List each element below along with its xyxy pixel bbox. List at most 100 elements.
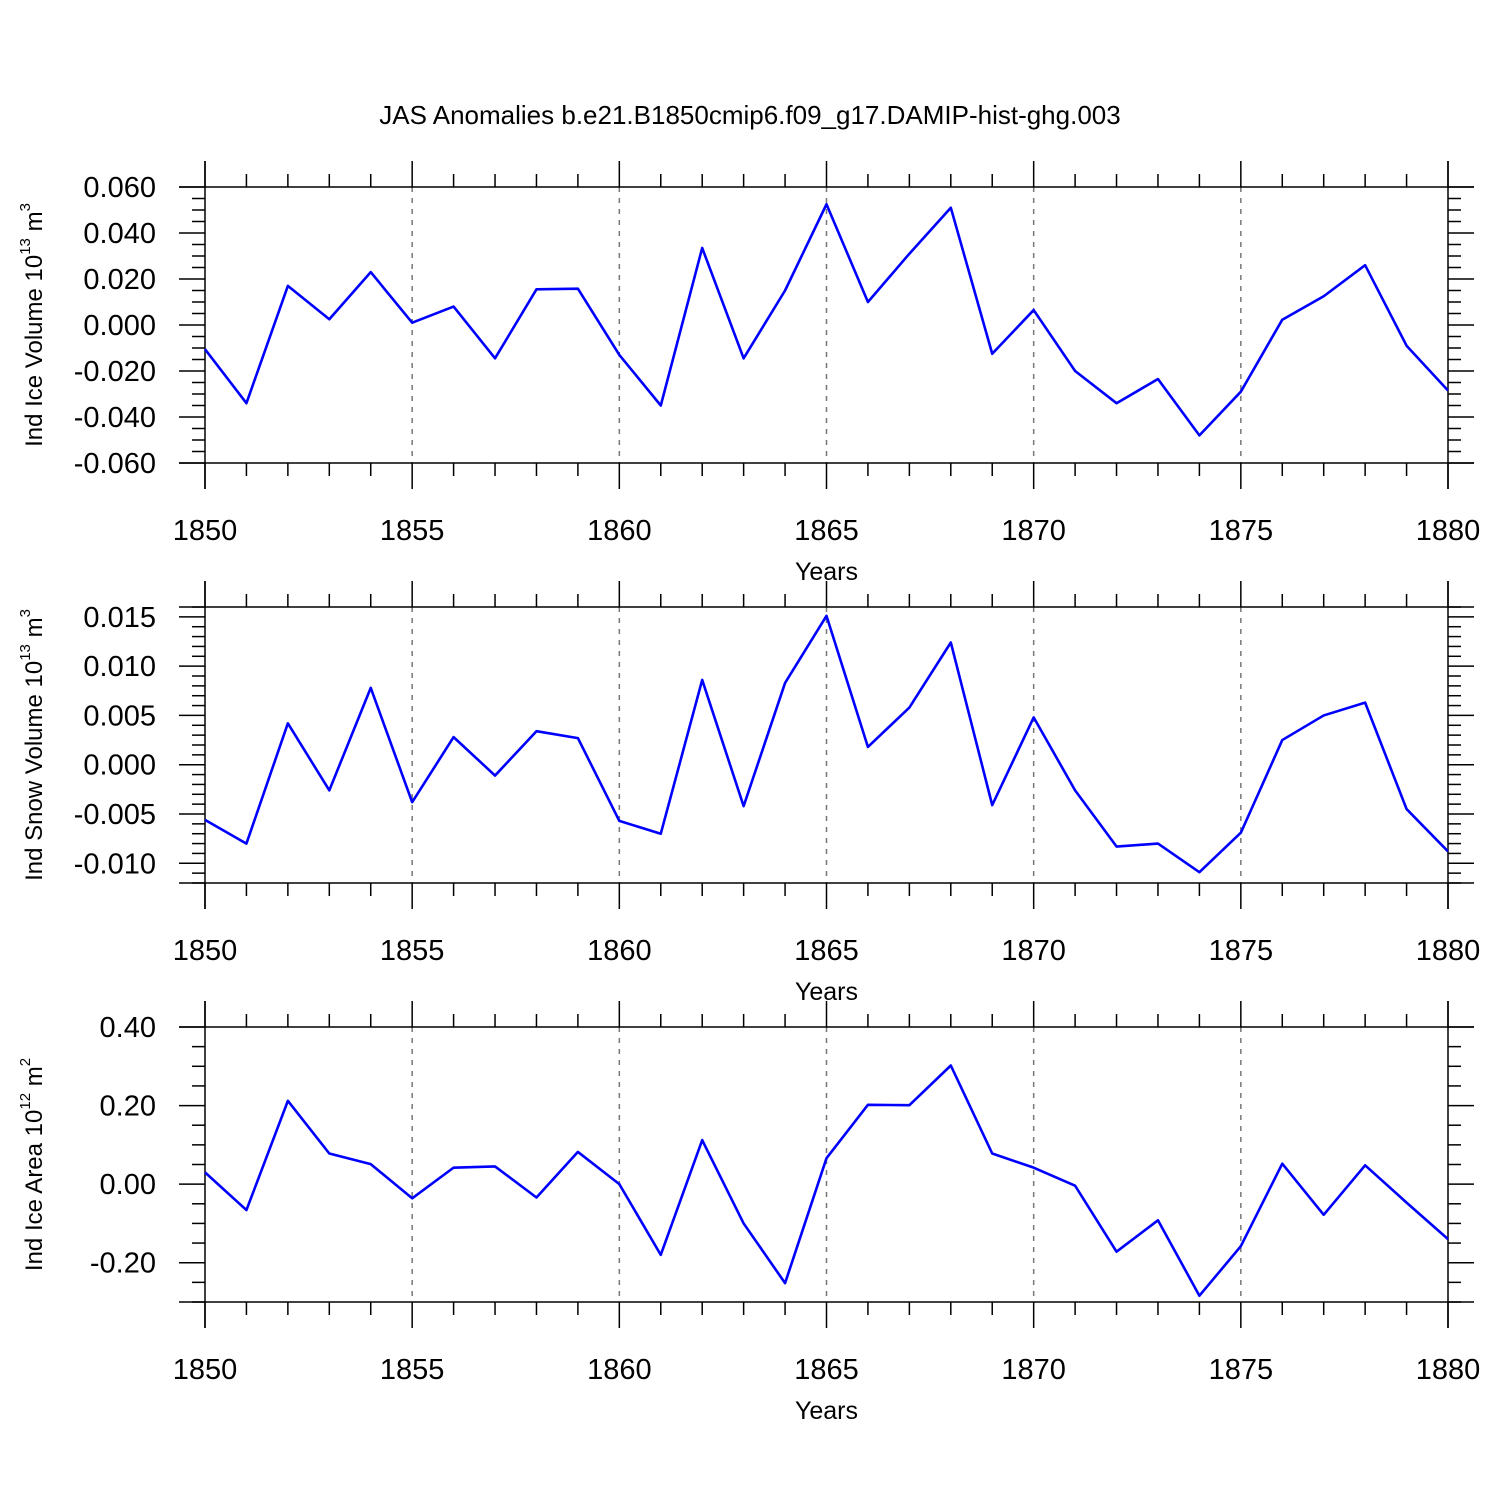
data-point bbox=[1280, 738, 1284, 742]
y-tick-label: 0.015 bbox=[83, 602, 156, 634]
y-axis-label-prefix: Ind Ice Area 10 bbox=[21, 1110, 48, 1271]
data-point bbox=[1197, 870, 1201, 874]
data-point bbox=[452, 305, 456, 309]
x-tick-label: 1880 bbox=[1416, 515, 1481, 547]
data-point bbox=[783, 681, 787, 685]
data-point bbox=[1446, 849, 1450, 853]
y-tick-label: 0.000 bbox=[83, 310, 156, 342]
data-point bbox=[286, 284, 290, 288]
x-tick-label: 1880 bbox=[1416, 1354, 1481, 1386]
data-point bbox=[327, 788, 331, 792]
data-point bbox=[907, 1103, 911, 1107]
x-tick-label: 1870 bbox=[1001, 935, 1066, 967]
data-point bbox=[1156, 842, 1160, 846]
data-point bbox=[866, 745, 870, 749]
x-tick-label: 1875 bbox=[1209, 935, 1274, 967]
y-axis-label: Ind Snow Volume 1013 m3 bbox=[17, 609, 48, 881]
data-point bbox=[949, 640, 953, 644]
series-line-ice-area bbox=[204, 1064, 1449, 1298]
data-point bbox=[949, 1064, 953, 1068]
x-tick-label: 1850 bbox=[173, 515, 238, 547]
y-axis-label: Ind Ice Volume 1013 m3 bbox=[17, 203, 48, 447]
data-point bbox=[1280, 318, 1284, 322]
y-tick-label: -0.20 bbox=[90, 1248, 156, 1280]
data-point bbox=[286, 721, 290, 725]
data-point bbox=[1032, 715, 1036, 719]
data-point bbox=[369, 686, 373, 690]
x-tick-label: 1865 bbox=[794, 935, 859, 967]
data-point bbox=[1446, 389, 1450, 393]
data-point bbox=[1073, 788, 1077, 792]
data-point bbox=[1363, 263, 1367, 267]
y-axis-label-prefix: Ind Snow Volume 10 bbox=[21, 661, 48, 881]
data-point bbox=[1239, 1244, 1243, 1248]
data-point bbox=[1363, 701, 1367, 705]
x-tick-label: 1875 bbox=[1209, 1354, 1274, 1386]
data-point bbox=[534, 287, 538, 291]
data-point bbox=[369, 270, 373, 274]
y-tick-label: 0.000 bbox=[83, 750, 156, 782]
y-tick-label: -0.005 bbox=[74, 799, 156, 831]
data-point bbox=[990, 803, 994, 807]
x-tick-label: 1850 bbox=[173, 1354, 238, 1386]
x-tick-label: 1855 bbox=[380, 515, 445, 547]
data-point bbox=[1280, 1162, 1284, 1166]
data-point bbox=[1073, 1184, 1077, 1188]
data-point bbox=[700, 246, 704, 250]
data-point bbox=[1322, 1213, 1326, 1217]
data-point bbox=[452, 735, 456, 739]
x-tick-label: 1870 bbox=[1001, 515, 1066, 547]
data-point bbox=[1115, 401, 1119, 405]
data-point bbox=[659, 404, 663, 408]
data-point bbox=[825, 202, 829, 206]
y-tick-label: 0.00 bbox=[100, 1169, 156, 1201]
data-point bbox=[617, 1182, 621, 1186]
y-tick-label: -0.060 bbox=[74, 448, 156, 480]
data-point bbox=[1115, 1250, 1119, 1254]
y-axis-label-unit: m bbox=[21, 211, 48, 238]
y-axis-label-exp: 13 bbox=[17, 238, 34, 255]
x-axis-label: Years bbox=[795, 1397, 858, 1425]
data-point bbox=[1322, 294, 1326, 298]
data-point bbox=[410, 1196, 414, 1200]
y-tick-label: -0.020 bbox=[74, 356, 156, 388]
data-point bbox=[1032, 1166, 1036, 1170]
data-point bbox=[990, 352, 994, 356]
x-tick-label: 1860 bbox=[587, 1354, 652, 1386]
data-point bbox=[700, 1138, 704, 1142]
data-point bbox=[493, 774, 497, 778]
data-point bbox=[1156, 1218, 1160, 1222]
data-point bbox=[244, 842, 248, 846]
data-point bbox=[783, 1281, 787, 1285]
data-point bbox=[949, 206, 953, 210]
series-line-ice-volume bbox=[203, 202, 1449, 437]
data-point bbox=[1073, 369, 1077, 373]
data-point bbox=[1156, 377, 1160, 381]
y-axis-label-exp: 13 bbox=[17, 644, 34, 661]
y-axis-label-unit: m bbox=[21, 617, 48, 644]
data-point bbox=[866, 1103, 870, 1107]
data-point bbox=[907, 706, 911, 710]
figure-title: JAS Anomalies b.e21.B1850cmip6.f09_g17.D… bbox=[379, 100, 1120, 130]
data-point bbox=[617, 819, 621, 823]
data-point bbox=[203, 818, 207, 822]
data-point bbox=[534, 1196, 538, 1200]
data-point bbox=[1322, 713, 1326, 717]
y-tick-label: 0.005 bbox=[83, 700, 156, 732]
panel-ice-volume: -0.060 -0.040 -0.020 0.000 0.020 0.040 0.060 18… bbox=[17, 161, 1480, 586]
data-point bbox=[369, 1162, 373, 1166]
x-tick-label: 1855 bbox=[380, 935, 445, 967]
data-point bbox=[327, 1152, 331, 1156]
data-point bbox=[244, 401, 248, 405]
data-point bbox=[1032, 308, 1036, 312]
series-line-snow-volume bbox=[204, 614, 1449, 874]
data-point bbox=[1405, 807, 1409, 811]
y-tick-label: 0.060 bbox=[83, 172, 156, 204]
panel-snow-volume: -0.010 -0.005 0.000 0.005 0.010 0.015 1850 1855… bbox=[17, 581, 1480, 1006]
x-tick-label: 1860 bbox=[587, 935, 652, 967]
x-tick-label: 1860 bbox=[587, 515, 652, 547]
data-point bbox=[866, 300, 870, 304]
data-point bbox=[1363, 1163, 1367, 1167]
data-point bbox=[783, 289, 787, 293]
